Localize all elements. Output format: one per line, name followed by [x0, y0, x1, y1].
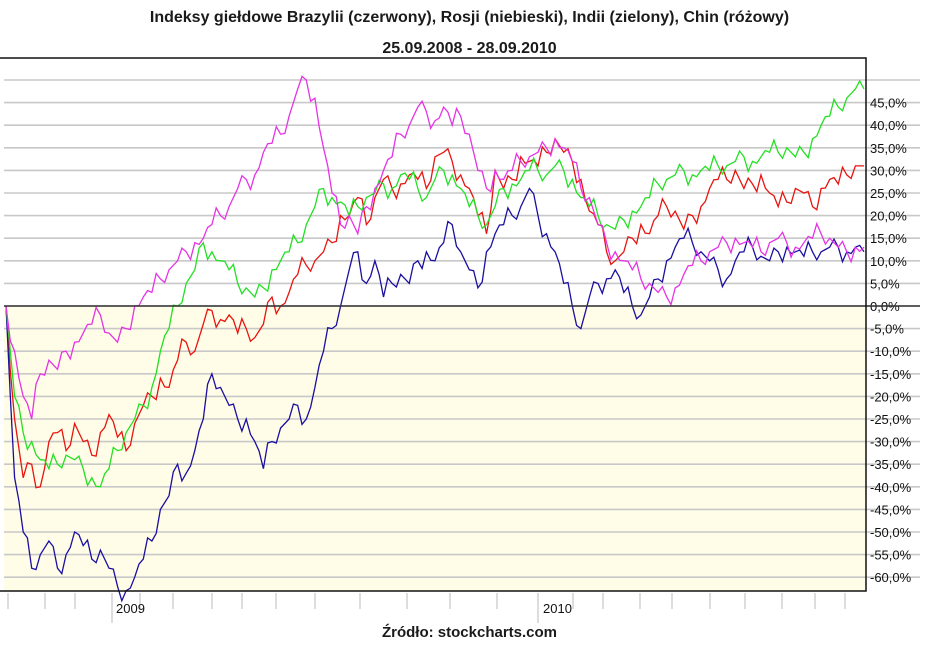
y-tick-label: -60,0% [870, 570, 912, 585]
negative-zone-background [4, 306, 866, 591]
y-tick-label: -45,0% [870, 502, 912, 517]
y-tick-label: -50,0% [870, 525, 912, 540]
y-tick-label: 45,0% [870, 96, 907, 111]
y-tick-label: -30,0% [870, 435, 912, 450]
x-label-2010: 2010 [543, 601, 572, 616]
chart-title: Indeksy giełdowe Brazylii (czerwony), Ro… [149, 9, 790, 26]
y-axis-labels: 45,0% 40,0% 35,0% 30,0% 25,0% 20,0% 15,0% 10,0%… [870, 96, 912, 586]
y-tick-label: -5,0% [870, 322, 904, 337]
y-tick-label: -25,0% [870, 412, 912, 427]
x-axis-ticks [7, 593, 846, 623]
series-lines [5, 75, 865, 603]
y-tick-label: 15,0% [870, 231, 907, 246]
chart-subtitle: 25.09.2008 - 28.09.2010 [382, 40, 557, 57]
source-note: Źródło: stockcharts.com [381, 624, 558, 641]
series-line [5, 79, 865, 488]
x-label-2009: 2009 [116, 601, 145, 616]
series-line [5, 187, 865, 603]
y-tick-label: -20,0% [870, 389, 912, 404]
y-tick-label: 20,0% [870, 209, 907, 224]
y-tick-label: 35,0% [870, 141, 907, 156]
y-tick-label: 30,0% [870, 163, 907, 178]
y-tick-label: 25,0% [870, 186, 907, 201]
y-tick-label: -15,0% [870, 367, 912, 382]
series-line [5, 75, 865, 420]
y-tick-label: -10,0% [870, 344, 912, 359]
y-tick-label: 40,0% [870, 118, 907, 133]
y-tick-label: -40,0% [870, 480, 912, 495]
y-tick-label: 5,0% [870, 276, 900, 291]
plot-frame [0, 57, 867, 592]
y-tick-label: -35,0% [870, 457, 912, 472]
y-tick-label: 10,0% [870, 254, 907, 269]
y-tick-label: -55,0% [870, 548, 912, 563]
